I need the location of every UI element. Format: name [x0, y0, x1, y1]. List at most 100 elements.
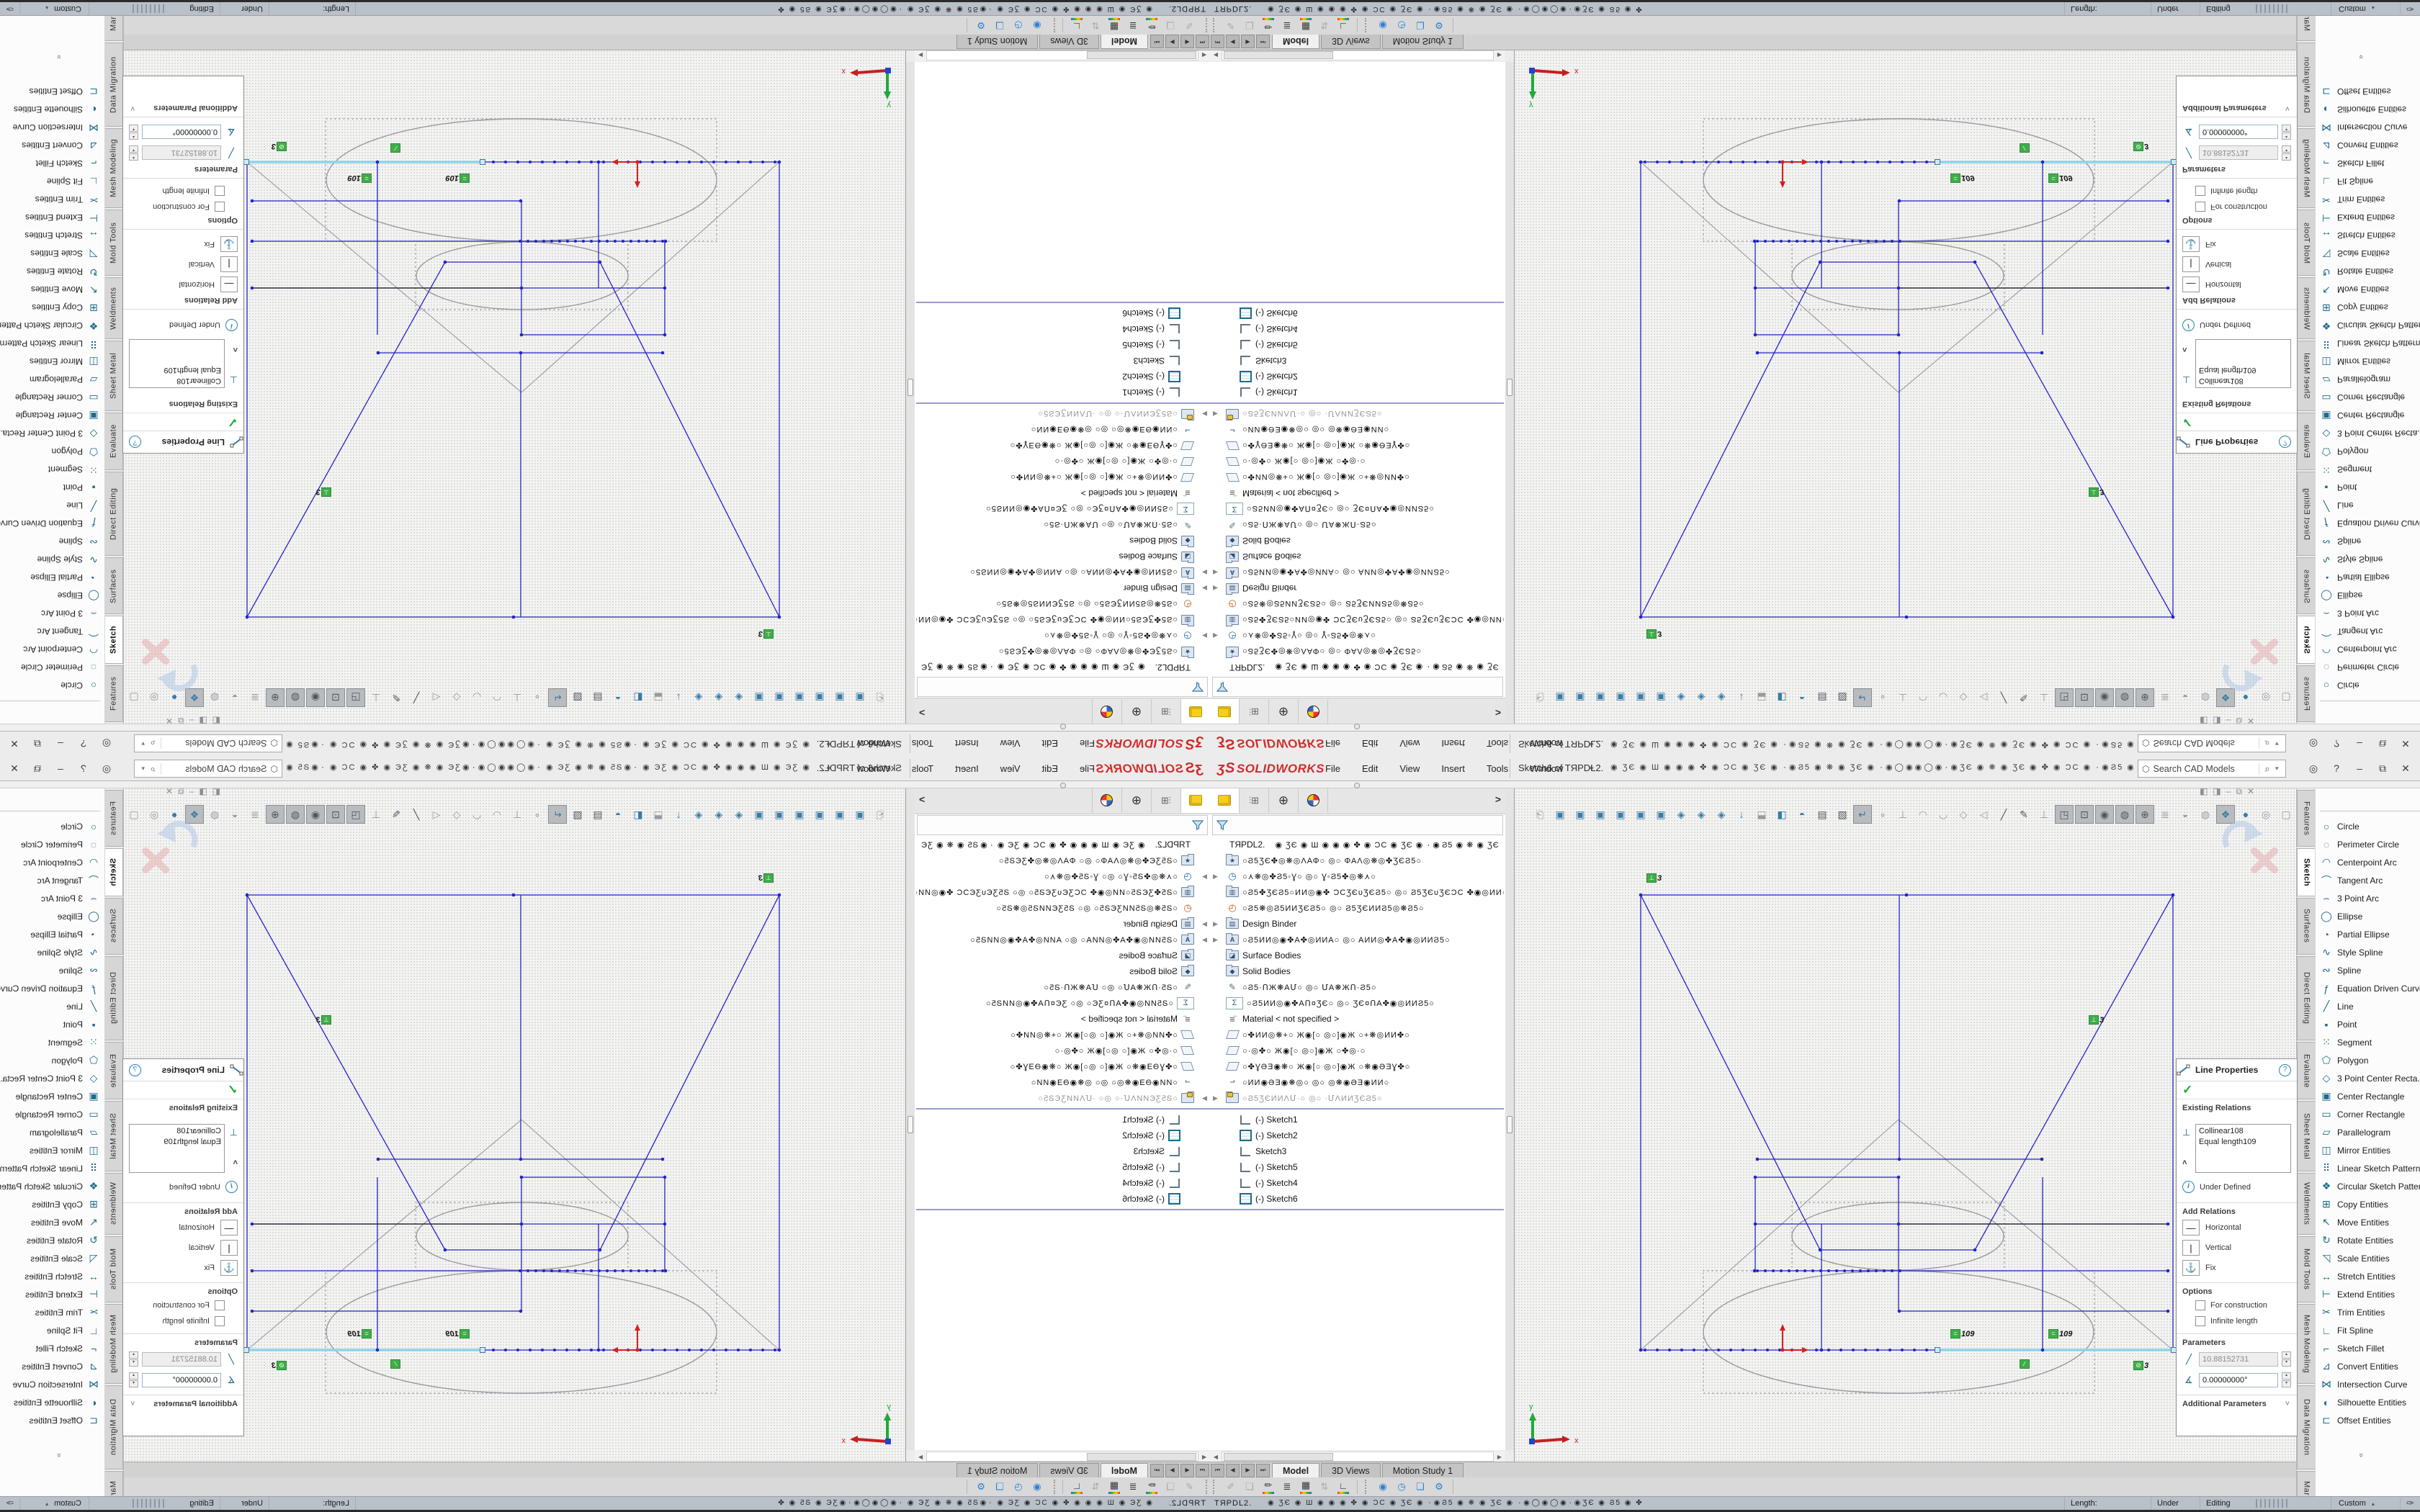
tree-row[interactable]: (-) Sketch2 — [1210, 1128, 1504, 1143]
toolbar-icon[interactable]: ◍ — [205, 688, 224, 707]
toolbar-icon[interactable]: ◍ — [205, 805, 224, 824]
rollback-bar[interactable] — [1210, 302, 1504, 303]
markup-tool-icon[interactable]: ∟ — [1334, 17, 1353, 33]
tool-linear-sketch-pattern[interactable]: ⠿Linear Sketch Pattern — [0, 1159, 104, 1177]
nav-button[interactable]: ◀ — [1180, 35, 1194, 48]
add-relation-fix[interactable]: ⚓Fix — [2177, 1258, 2297, 1278]
toolbar-icon[interactable]: ◈ — [709, 805, 728, 824]
toolbar-icon[interactable]: ✎ — [2015, 805, 2033, 824]
toolbar-icon[interactable]: ▣ — [1611, 805, 1630, 824]
tab-displaymanager[interactable] — [1092, 699, 1121, 724]
toolbar-icon[interactable]: ⬓ — [1752, 805, 1771, 824]
tool-center-rectangle[interactable]: ▣Center Rectangle — [16, 1087, 104, 1105]
tree-row[interactable]: TЯPDL2.◉ ƷЄ ◉ Ш ◉ ◉ ◉ ✤ ◉ ƆϹ ◉ ƷЄ ◉ ٠ ◉ … — [1210, 660, 1504, 675]
tag-icon[interactable]: ✑ — [2400, 1, 2414, 14]
tool-partial-ellipse[interactable]: ◔Partial Ellipse — [30, 925, 104, 943]
spin-down-icon[interactable]: ▾ — [129, 1359, 138, 1367]
help-icon[interactable]: ? — [129, 1064, 141, 1076]
tag-icon[interactable]: ✑ — [6, 1, 20, 14]
scroll-right-icon[interactable]: ▶ — [1494, 1454, 1505, 1460]
toolbar-icon[interactable]: ◓ — [609, 688, 627, 707]
parameter-1[interactable]: ∡0.00000000°▴▾ — [123, 1369, 243, 1390]
search-icon[interactable]: ⌕ — [2259, 738, 2275, 750]
tree-row[interactable]: ◆Solid Bodies — [916, 963, 1210, 979]
toolbar-icon[interactable]: ◈ — [1712, 688, 1731, 707]
expand-arrow-icon[interactable]: ▶ — [1200, 936, 1207, 944]
toolbar-icon[interactable]: ▣ — [1611, 688, 1630, 707]
tool-scale-entities[interactable]: ◹Scale Entities — [30, 1249, 104, 1267]
tool-ellipse[interactable]: ◯Ellipse — [58, 907, 104, 925]
toolbar-icon[interactable]: ◠ — [488, 805, 506, 824]
spinner[interactable]: ▴▾ — [2282, 1372, 2291, 1387]
tool-silhouette-entities[interactable]: ◐Silhouette Entities — [14, 1393, 104, 1411]
tool-extend-entities[interactable]: ⊢Extend Entities — [2316, 209, 2395, 227]
tree-row[interactable]: (-) Sketch1 — [1210, 1112, 1504, 1128]
tool-circle[interactable]: ○Circle — [60, 817, 104, 835]
toolbar-icon[interactable]: ◧ — [1773, 805, 1791, 824]
toolbar-icon[interactable]: ▣ — [810, 805, 829, 824]
nav-button[interactable]: ⏭ — [1256, 35, 1270, 48]
menu-insert[interactable]: Insert — [955, 763, 979, 774]
tool-tangent-arc[interactable]: ⌒Tangent Arc — [2316, 871, 2383, 889]
tool-rotate-entities[interactable]: ↻Rotate Entities — [27, 1231, 104, 1249]
unit-system-dropdown[interactable]: Custom▴ — [2331, 1, 2399, 15]
toolbar-icon[interactable]: ⊕ — [2136, 805, 2154, 824]
expand-arrow-icon[interactable]: ▶ — [1213, 936, 1220, 944]
expand-arrow-icon[interactable]: ▶ — [1200, 920, 1207, 928]
cmdtab-direct-editing[interactable]: Direct Editing — [2297, 472, 2316, 557]
markup-tool-icon[interactable]: ≣ — [1124, 1479, 1142, 1495]
close-icon[interactable]: ✕ — [3, 762, 26, 775]
option-for-construction[interactable]: For construction — [2177, 1297, 2297, 1313]
tab-featuremanager-tree[interactable] — [1180, 788, 1210, 813]
toolbar-icon[interactable]: ◈ — [689, 688, 708, 707]
cmdtab-features[interactable]: Features — [2297, 665, 2316, 722]
tool-style-spline[interactable]: ∿Style Spline — [37, 551, 104, 569]
tool-rotate-entities[interactable]: ↻Rotate Entities — [2316, 263, 2393, 281]
tree-row[interactable]: ◪Surface Bodies — [1210, 948, 1504, 963]
tree-row[interactable]: ▶A○Ϩ5ИИ◎◉✤Α✤◎ИИΑ○ ◎○ ΑИИ◎✤Α✤◉◎ИИϨ5○ — [1210, 932, 1504, 948]
tool-polygon[interactable]: ⬠Polygon — [2316, 1051, 2368, 1069]
menu-tools[interactable]: Tools — [912, 763, 933, 774]
toolbar-icon[interactable]: ⊕ — [266, 688, 284, 707]
toolbar-icon[interactable]: ▤ — [1813, 688, 1832, 707]
toolbar-icon[interactable]: ◓ — [1793, 805, 1811, 824]
tree-row[interactable]: ◆Solid Bodies — [1210, 533, 1504, 549]
option-infinite-length[interactable]: Infinite length — [123, 183, 243, 199]
option-for-construction[interactable]: For construction — [2177, 199, 2297, 215]
relation-item[interactable]: Collinear108 — [2199, 375, 2287, 386]
parameter-1[interactable]: ∡0.00000000°▴▾ — [2177, 122, 2297, 143]
tree-row[interactable]: TЯPDL2.◉ ƷЄ ◉ Ш ◉ ◉ ◉ ✤ ◉ ƆϹ ◉ ƷЄ ◉ ٠ ◉ … — [1210, 837, 1504, 852]
markup-tool-icon[interactable]: ◷ — [1392, 1479, 1411, 1495]
tree-row[interactable]: Σ○Ϩ5ИИ◎◉✤ΑՈ¤ƷЄ○ ◎○ ƷЄ¤ՈΑ✤◉◎ИИϨ5○ — [916, 995, 1210, 1011]
tool-3-point-center-recta-[interactable]: ◇3 Point Center Recta... — [2316, 1069, 2420, 1087]
toolbar-icon[interactable]: ◓ — [1793, 688, 1811, 707]
markup-tool-icon[interactable]: ✏ — [1259, 17, 1278, 33]
tree-filter[interactable] — [1212, 815, 1503, 835]
toolbar-icon[interactable]: ↓ — [669, 688, 688, 707]
cmdtab-data-migration[interactable]: Data Migration — [104, 42, 123, 127]
toolbar-icon[interactable]: ◓ — [609, 805, 627, 824]
markup-tool-icon[interactable]: ⇅ — [1315, 17, 1334, 33]
tool-segment[interactable]: ⁙Segment — [2316, 461, 2372, 479]
markup-tool-icon[interactable]: ⇅ — [1086, 17, 1105, 33]
parameter-value[interactable]: 10.88152731 — [142, 1352, 221, 1367]
spin-down-icon[interactable]: ▾ — [2282, 125, 2291, 132]
splitter-handle[interactable] — [1507, 1116, 1512, 1133]
tool-scale-entities[interactable]: ◹Scale Entities — [2316, 1249, 2390, 1267]
toolbar-icon[interactable]: ⎗ — [1531, 805, 1549, 824]
tool-intersection-curve[interactable]: ⋈Intersection Curve — [13, 1375, 104, 1393]
tree-row[interactable]: ◆Solid Bodies — [916, 533, 1210, 549]
toolbar-icon[interactable]: ⊥ — [508, 805, 526, 824]
toolbar-icon[interactable]: ↓ — [1732, 688, 1751, 707]
help-icon[interactable]: ? — [72, 762, 95, 774]
vertical-splitter[interactable] — [1505, 788, 1515, 1450]
menu-edit[interactable]: Edit — [1362, 763, 1378, 774]
toolbar-icon[interactable]: ▧ — [568, 688, 587, 707]
tool-segment[interactable]: ⁙Segment — [2316, 1033, 2372, 1051]
scroll-thumb[interactable] — [1087, 51, 1196, 59]
tool-perimeter-circle[interactable]: ◌Perimeter Circle — [2316, 659, 2399, 677]
tree-row[interactable]: ▶▤Design Binder — [916, 580, 1210, 596]
toolbar-icon[interactable]: ≣ — [2156, 688, 2174, 707]
tool-circular-sketch-pattern[interactable]: ❖Circular Sketch Pattern — [0, 317, 104, 335]
expand-more-icon[interactable]: » — [55, 55, 63, 59]
